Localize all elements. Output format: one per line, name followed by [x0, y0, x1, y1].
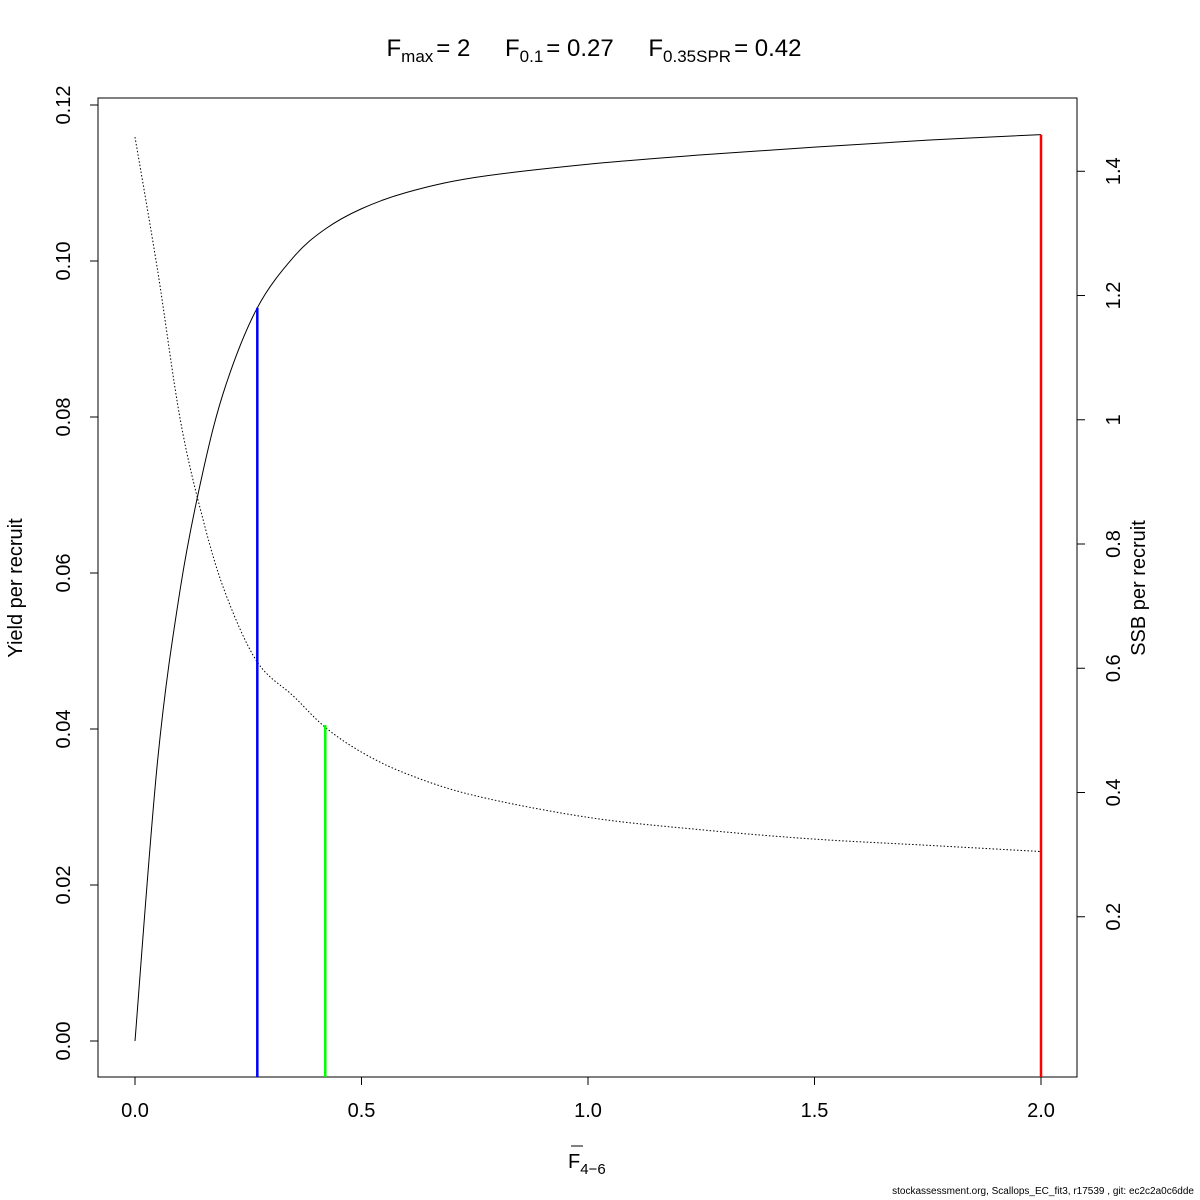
- x-tick-label: 0.5: [348, 1100, 376, 1122]
- x-tick-label: 2.0: [1027, 1100, 1055, 1122]
- y-tick-label: 0.12: [53, 86, 75, 125]
- chart-title: Fmax = 2 F0.1 = 0.27 F0.35SPR = 0.42: [386, 35, 801, 66]
- y2-tick-label: 1: [1103, 414, 1125, 425]
- fspr-subscript: 0.35SPR: [663, 47, 731, 66]
- x-axis-title: F4−6: [568, 1145, 606, 1178]
- y-tick-label: 0.00: [53, 1022, 75, 1061]
- f01-subscript: 0.1: [520, 47, 544, 66]
- y-axis-title-left: Yield per recruit: [5, 518, 27, 658]
- fmax-value: = 2: [436, 35, 470, 62]
- footer-caption: stockassessment.org, Scallops_EC_fit3, r…: [892, 1186, 1194, 1197]
- series-layer: [134, 134, 1042, 1042]
- y-axis-right: 0.2 0.4 0.6 0.8 1 1.2 1.4: [1076, 157, 1125, 931]
- reference-lines: [256, 134, 1043, 1077]
- x-axis: 0.0 0.5 1.0 1.5 2.0: [121, 1076, 1055, 1122]
- y2-tick-label: 0.4: [1103, 779, 1125, 807]
- y-tick-label: 0.10: [53, 242, 75, 281]
- fmax-subscript: max: [401, 47, 434, 66]
- y2-tick-label: 1.2: [1103, 282, 1125, 310]
- y2-tick-label: 0.6: [1103, 654, 1125, 682]
- y-axis-title-right: SSB per recruit: [1128, 520, 1150, 656]
- x-axis-title-sub: 4−6: [580, 1161, 605, 1178]
- fmax-label: F: [386, 35, 401, 62]
- x-tick-label: 0.0: [121, 1100, 149, 1122]
- fspr-value: = 0.42: [734, 35, 801, 62]
- y-tick-label: 0.06: [53, 554, 75, 593]
- x-axis-title-main: F: [568, 1151, 580, 1173]
- y2-tick-label: 0.2: [1103, 903, 1125, 931]
- x-tick-label: 1.0: [574, 1100, 602, 1122]
- ssb-per-recruit-line: [134, 137, 1042, 853]
- y-axis-left: 0.00 0.02 0.04 0.06 0.08 0.10 0.12: [53, 86, 99, 1061]
- y-tick-label: 0.02: [53, 866, 75, 905]
- f01-value: = 0.27: [546, 35, 613, 62]
- svg-text:F4−6: F4−6: [568, 1151, 606, 1178]
- x-tick-label: 1.5: [801, 1100, 829, 1122]
- plot-frame: [97, 97, 1078, 1078]
- fspr-label: F: [648, 35, 663, 62]
- y2-tick-label: 0.8: [1103, 530, 1125, 558]
- y-tick-label: 0.08: [53, 398, 75, 437]
- y2-tick-label: 1.4: [1103, 157, 1125, 185]
- f01-label: F: [505, 35, 520, 62]
- y-tick-label: 0.04: [53, 710, 75, 749]
- yield-per-recruit-line: [134, 134, 1042, 1042]
